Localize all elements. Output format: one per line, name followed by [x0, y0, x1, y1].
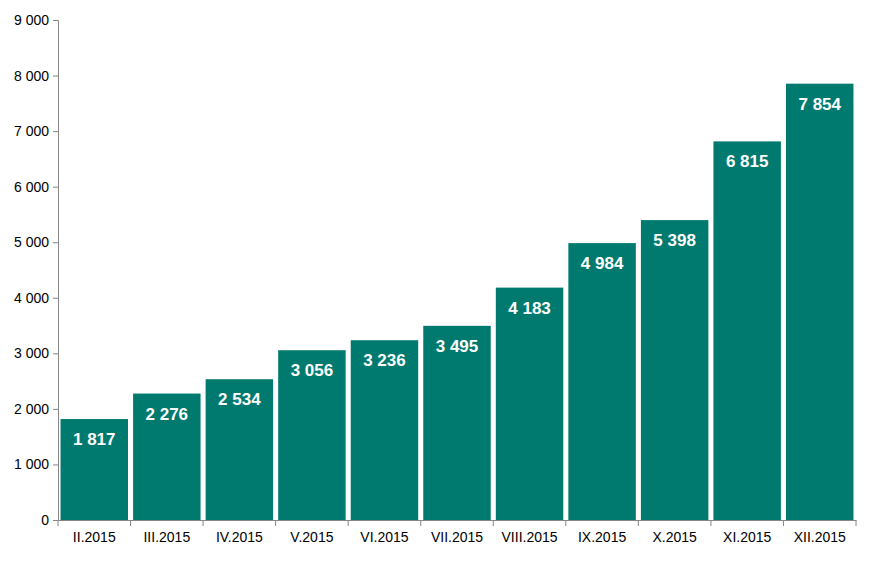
bar — [496, 288, 563, 520]
x-separator — [58, 520, 59, 526]
x-separator — [710, 520, 711, 526]
y-tick-label: 9 000 — [14, 12, 49, 28]
x-separator — [348, 520, 349, 526]
x-separators — [58, 520, 856, 526]
x-tick-label: III.2015 — [143, 529, 190, 545]
x-separator — [638, 520, 639, 526]
x-tick: V.2015 — [290, 520, 333, 545]
data-label: 2 534 — [218, 390, 261, 409]
bar — [133, 394, 200, 520]
bar — [61, 419, 128, 520]
y-tick-mark — [53, 353, 58, 354]
y-tick: 1 000 — [14, 456, 58, 472]
data-label: 4 183 — [508, 299, 551, 318]
x-tick-label: IX.2015 — [578, 529, 626, 545]
x-tick-label: VI.2015 — [360, 529, 408, 545]
y-tick-label: 0 — [41, 512, 49, 528]
x-tick: III.2015 — [143, 520, 190, 545]
y-tick-label: 4 000 — [14, 290, 49, 306]
data-label: 5 398 — [653, 231, 696, 250]
y-tick-label: 1 000 — [14, 456, 49, 472]
y-tick: 5 000 — [14, 234, 58, 250]
y-tick: 3 000 — [14, 345, 58, 361]
y-tick-mark — [53, 131, 58, 132]
bar — [278, 350, 345, 520]
y-tick: 0 — [41, 512, 58, 528]
y-tick-mark — [53, 520, 58, 521]
y-tick: 4 000 — [14, 290, 58, 306]
x-tick: IV.2015 — [216, 520, 263, 545]
bar — [568, 243, 635, 520]
y-tick: 2 000 — [14, 401, 58, 417]
y-tick-label: 5 000 — [14, 234, 49, 250]
x-axis: II.2015 III.2015 IV.2015 V.2015 VI.2015 VII.2… — [58, 520, 857, 545]
y-tick-mark — [53, 464, 58, 465]
x-separator — [130, 520, 131, 526]
x-tick-label: V.2015 — [290, 529, 333, 545]
data-label: 3 495 — [436, 337, 479, 356]
x-separator — [783, 520, 784, 526]
x-separator — [275, 520, 276, 526]
x-tick: VI.2015 — [360, 520, 408, 545]
bar — [351, 340, 418, 520]
x-tick: IX.2015 — [578, 520, 626, 545]
x-tick-label: XI.2015 — [723, 529, 771, 545]
x-tick: II.2015 — [73, 520, 116, 545]
y-axis: 0 1 000 2 000 3 000 4 000 5 000 6 000 7 000 8 00… — [14, 12, 59, 528]
bars — [61, 84, 854, 520]
data-labels: 1 817 2 276 2 534 3 056 3 236 3 495 4 183 4 984… — [73, 95, 842, 449]
y-tick-label: 3 000 — [14, 345, 49, 361]
data-label: 3 236 — [363, 351, 406, 370]
chart: 0 1 000 2 000 3 000 4 000 5 000 6 000 7 000 8 00… — [0, 0, 876, 563]
x-separator — [420, 520, 421, 526]
y-tick-label: 2 000 — [14, 401, 49, 417]
y-tick-mark — [53, 187, 58, 188]
data-label: 2 276 — [146, 405, 189, 424]
x-tick-label: XII.2015 — [794, 529, 846, 545]
y-tick-mark — [53, 20, 58, 21]
bar — [641, 220, 708, 520]
x-separator — [493, 520, 494, 526]
bar — [786, 84, 853, 520]
y-axis-line — [53, 21, 59, 521]
bar — [423, 326, 490, 520]
y-tick-mark — [53, 409, 58, 410]
x-tick-label: IV.2015 — [216, 529, 263, 545]
plot: 0 1 000 2 000 3 000 4 000 5 000 6 000 7 000 8 00… — [14, 12, 857, 545]
x-separator — [856, 520, 857, 526]
y-tick-mark — [53, 298, 58, 299]
x-tick-label: VIII.2015 — [502, 529, 558, 545]
data-label: 6 815 — [726, 152, 769, 171]
x-tick: XII.2015 — [794, 520, 846, 545]
x-separator — [565, 520, 566, 526]
x-tick: XI.2015 — [723, 520, 771, 545]
x-tick: VII.2015 — [431, 520, 483, 545]
x-tick: X.2015 — [652, 520, 697, 545]
y-tick-label: 8 000 — [14, 68, 49, 84]
data-label: 4 984 — [581, 254, 624, 273]
y-tick-mark — [53, 76, 58, 77]
y-tick: 8 000 — [14, 68, 58, 84]
y-tick: 7 000 — [14, 123, 58, 139]
data-label: 3 056 — [291, 361, 334, 380]
data-label: 1 817 — [73, 430, 116, 449]
x-separator — [203, 520, 204, 526]
x-axis-line — [59, 520, 857, 521]
y-tick-label: 6 000 — [14, 179, 49, 195]
x-tick-label: X.2015 — [652, 529, 697, 545]
x-tick-label: VII.2015 — [431, 529, 483, 545]
y-tick-mark — [53, 242, 58, 243]
y-tick: 9 000 — [14, 12, 58, 28]
bar — [206, 379, 273, 520]
y-tick: 6 000 — [14, 179, 58, 195]
data-label: 7 854 — [798, 95, 841, 114]
bar — [713, 141, 780, 520]
x-tick-label: II.2015 — [73, 529, 116, 545]
x-tick: VIII.2015 — [502, 520, 558, 545]
y-tick-label: 7 000 — [14, 123, 49, 139]
